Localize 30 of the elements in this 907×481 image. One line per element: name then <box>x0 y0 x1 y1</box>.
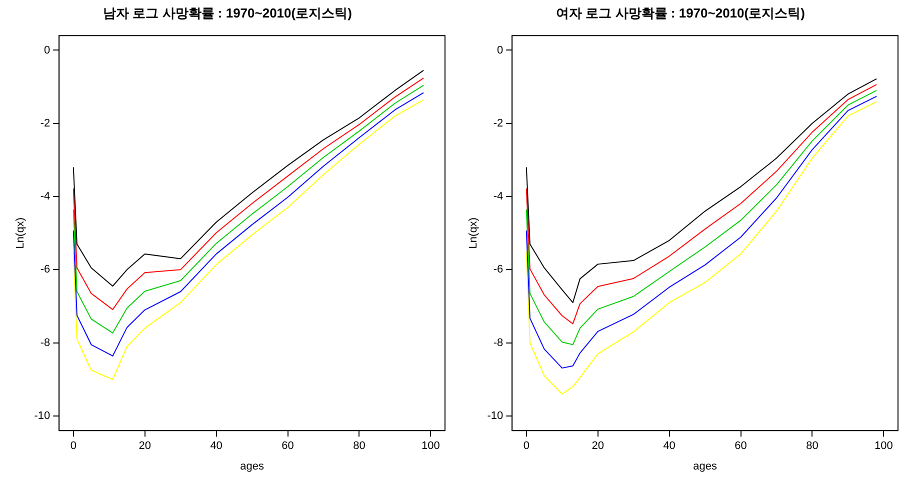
x-tick-label: 0 <box>70 440 76 452</box>
chart-title: 여자 로그 사망확률 : 1970~2010(로지스틱) <box>556 5 805 20</box>
y-tick-label: -8 <box>40 336 50 349</box>
y-tick-label: -10 <box>487 410 504 422</box>
x-tick-label: 100 <box>874 440 893 452</box>
y-tick-label: -4 <box>493 190 504 203</box>
y-tick-label: -6 <box>493 264 504 276</box>
x-tick-label: 40 <box>663 440 676 452</box>
y-tick-label: 0 <box>496 44 504 56</box>
x-tick-label: 80 <box>353 440 366 452</box>
chart-title: 남자 로그 사망확률 : 1970~2010(로지스틱) <box>103 5 352 20</box>
y-tick-label: -10 <box>34 410 50 422</box>
x-tick-label: 60 <box>734 440 747 452</box>
y-axis-title: Ln(qx) <box>14 218 27 249</box>
x-tick-label: 100 <box>422 440 440 452</box>
y-tick-label: -6 <box>40 264 50 276</box>
y-tick-label: -2 <box>40 117 50 130</box>
y-axis-title: Ln(qx) <box>468 218 480 249</box>
y-tick-label: -8 <box>493 336 504 349</box>
y-tick-label: -4 <box>40 190 50 203</box>
x-axis-title: ages <box>240 460 264 472</box>
y-tick-label: 0 <box>44 44 50 56</box>
x-tick-label: 80 <box>806 440 818 452</box>
x-tick-label: 20 <box>592 440 604 452</box>
x-axis-title: ages <box>693 460 718 472</box>
x-tick-label: 60 <box>282 440 294 452</box>
x-tick-label: 40 <box>210 440 222 452</box>
y-tick-label: -2 <box>493 117 504 130</box>
x-tick-label: 20 <box>138 440 151 452</box>
x-tick-label: 0 <box>523 440 530 452</box>
